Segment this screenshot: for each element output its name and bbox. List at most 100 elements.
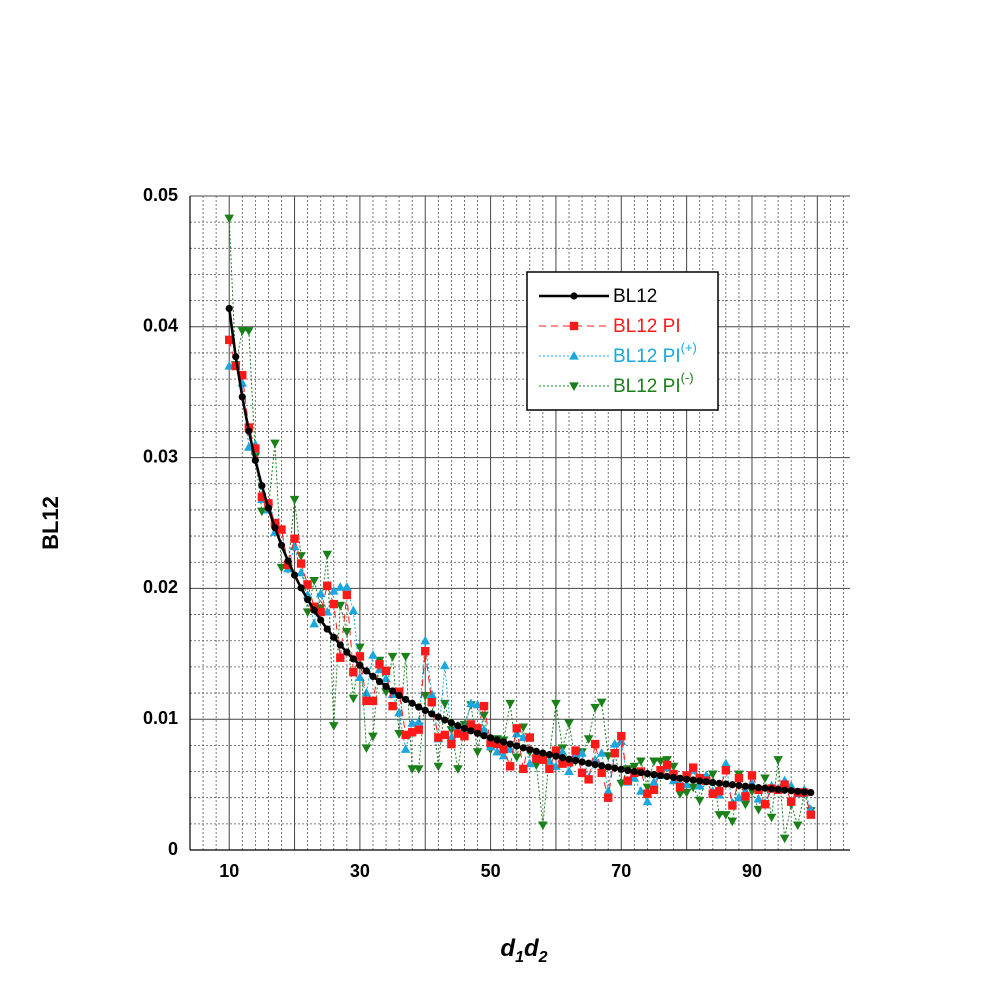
point	[590, 703, 600, 713]
point	[408, 699, 416, 707]
point	[257, 492, 267, 502]
point	[387, 652, 398, 662]
grid	[190, 195, 850, 851]
point	[297, 584, 305, 592]
point	[532, 754, 541, 763]
point	[342, 590, 352, 600]
point	[669, 773, 678, 782]
point	[453, 729, 463, 738]
x-tick-label: 50	[481, 861, 501, 881]
point	[420, 692, 431, 701]
point	[498, 750, 509, 760]
point	[349, 655, 357, 663]
point	[748, 783, 756, 791]
point	[310, 606, 318, 614]
point	[447, 739, 456, 749]
point	[473, 724, 482, 733]
point	[656, 771, 665, 780]
point	[642, 796, 653, 806]
point	[727, 817, 738, 827]
x-tick-label: 70	[611, 861, 631, 881]
point	[322, 550, 333, 560]
point	[440, 730, 450, 740]
point	[499, 745, 508, 754]
point	[623, 776, 633, 785]
point	[460, 724, 469, 732]
legend-marker	[569, 351, 579, 360]
point	[538, 755, 548, 764]
point	[368, 732, 378, 742]
point	[715, 779, 723, 787]
legend-label: BL12 PI(-)	[613, 370, 694, 397]
point	[800, 788, 808, 796]
point	[362, 696, 371, 706]
point	[348, 694, 359, 704]
point	[585, 759, 593, 767]
point	[434, 733, 443, 742]
point	[500, 738, 508, 746]
point	[492, 739, 502, 749]
point	[643, 770, 652, 778]
point	[696, 777, 704, 785]
point	[656, 766, 665, 775]
point	[369, 672, 377, 681]
point	[786, 797, 796, 806]
point	[328, 586, 339, 595]
point	[317, 616, 325, 624]
point	[426, 689, 437, 698]
point	[441, 716, 449, 724]
point	[794, 787, 802, 796]
point	[237, 327, 248, 336]
axes: 0 0.01 0.02 0.03 0.04 0.05 10 30 50 70 90 BL12 d1d2	[38, 185, 850, 966]
point	[394, 707, 404, 717]
point	[525, 733, 535, 742]
legend-label: BL12 PI	[613, 316, 681, 337]
point	[766, 813, 777, 823]
point	[728, 801, 737, 810]
point	[245, 427, 253, 435]
point	[688, 763, 698, 772]
point	[381, 666, 391, 676]
point	[264, 499, 273, 508]
point	[505, 762, 515, 771]
point	[578, 758, 586, 766]
point	[663, 772, 671, 781]
point	[420, 635, 431, 645]
x-tick-label: 10	[219, 861, 239, 881]
point	[511, 753, 522, 763]
point	[603, 786, 614, 795]
point	[421, 706, 429, 715]
point	[257, 507, 267, 517]
point	[506, 740, 514, 748]
point	[767, 785, 776, 793]
point	[440, 699, 450, 709]
point	[315, 588, 326, 598]
point	[707, 770, 718, 780]
point	[637, 768, 645, 777]
point	[466, 720, 476, 729]
y-tick-label: 0.04	[143, 316, 178, 336]
y-tick-label: 0.02	[143, 577, 178, 597]
point	[552, 752, 560, 760]
point	[591, 760, 599, 769]
point	[342, 582, 352, 591]
point	[225, 304, 233, 313]
point	[539, 749, 547, 757]
point	[643, 789, 652, 798]
point	[807, 788, 815, 797]
point	[453, 765, 463, 774]
point	[558, 754, 567, 762]
point	[611, 764, 619, 772]
point	[381, 688, 391, 697]
point	[676, 774, 684, 782]
point	[381, 673, 391, 683]
point	[773, 756, 783, 765]
point	[323, 625, 331, 633]
point	[683, 775, 691, 783]
point	[761, 784, 769, 792]
point	[760, 800, 770, 809]
point	[662, 760, 672, 770]
legend-marker	[570, 292, 578, 300]
point	[571, 746, 580, 755]
